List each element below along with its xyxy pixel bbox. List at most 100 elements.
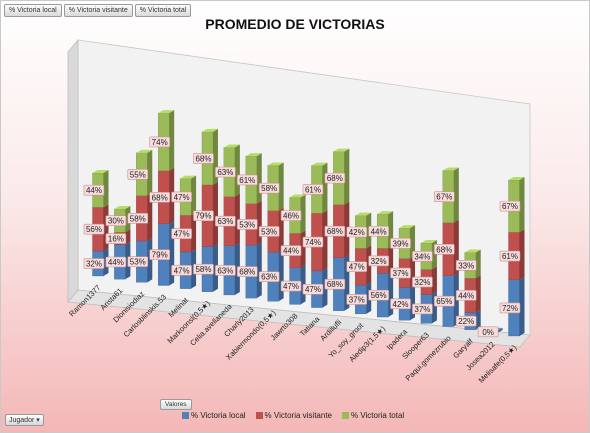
- data-label-text: 55%: [130, 170, 146, 179]
- data-label-2-series-0: 53%: [127, 256, 149, 267]
- bar-side: [475, 309, 481, 330]
- legend-item-visitante: % Victoria visitante: [255, 411, 332, 420]
- data-label-text: 16%: [108, 235, 124, 244]
- legend-swatch-visitante: [255, 412, 263, 419]
- bar-top: [311, 162, 328, 166]
- chart-title: PROMEDIO DE VICTORIAS: [205, 16, 385, 32]
- data-label-5-series-1: 79%: [193, 210, 214, 222]
- data-label-text: 22%: [458, 317, 474, 326]
- data-label-1-series-2: 30%: [105, 215, 127, 226]
- data-label-2-series-2: 55%: [127, 168, 149, 180]
- bar-side: [191, 175, 197, 216]
- data-label-text: 63%: [217, 217, 233, 226]
- data-label-text: 61%: [502, 252, 518, 261]
- field-button-local[interactable]: % Victoria local: [4, 4, 62, 17]
- chart-side-wall: [67, 38, 79, 304]
- data-label-box: [149, 192, 170, 203]
- data-label-box: [83, 223, 105, 235]
- data-label-text: 37%: [414, 305, 430, 314]
- data-label-17-series-2: 33%: [455, 260, 477, 271]
- data-label-14-series-1: 37%: [390, 267, 411, 279]
- data-label-9-series-2: 46%: [280, 210, 302, 221]
- data-label-text: 47%: [305, 285, 321, 294]
- data-label-box: [368, 289, 389, 301]
- bar-side: [125, 229, 131, 245]
- field-button-visitante[interactable]: % Victoria visitante: [63, 4, 133, 17]
- data-label-9-series-0: 47%: [280, 280, 302, 292]
- jugador-filter-dropdown[interactable]: Jugador ▾: [5, 414, 44, 426]
- legend-swatch-local: [182, 412, 189, 419]
- data-label-box: [215, 166, 236, 178]
- data-label-13-series-2: 44%: [368, 225, 389, 237]
- data-label-box: [302, 236, 324, 248]
- bar-top: [442, 167, 459, 171]
- data-label-text: 44%: [371, 227, 387, 236]
- data-label-text: 44%: [86, 186, 102, 195]
- data-label-box: [390, 298, 411, 310]
- data-label-text: 58%: [261, 184, 277, 193]
- bar-side: [453, 167, 459, 223]
- bar-side: [475, 275, 481, 313]
- bar-top: [201, 128, 218, 132]
- bar-top: [245, 153, 262, 157]
- data-label-17-series-1: 44%: [455, 290, 477, 301]
- data-label-8-series-0: 63%: [258, 271, 280, 282]
- data-label-1-series-1: 16%: [105, 233, 127, 244]
- bar-side: [212, 181, 218, 247]
- data-label-box: [302, 283, 324, 295]
- data-label-box: [455, 290, 477, 301]
- chart-floor: [67, 289, 531, 348]
- bar-top: [508, 177, 525, 180]
- data-label-19-series-1: 61%: [499, 250, 521, 262]
- data-label-box: [455, 315, 477, 327]
- data-label-box: [434, 295, 455, 307]
- legend-label-total: % Victoria total: [350, 411, 405, 420]
- bar-top: [377, 211, 394, 215]
- bar-top: [180, 175, 197, 179]
- data-label-box: [149, 249, 170, 260]
- data-label-text: 34%: [414, 252, 430, 261]
- data-label-12-series-0: 37%: [346, 294, 368, 305]
- data-label-text: 56%: [86, 225, 102, 234]
- data-label-4-series-2: 47%: [171, 191, 192, 203]
- field-button-total[interactable]: % Victoria total: [134, 4, 192, 17]
- data-label-text: 47%: [283, 282, 299, 291]
- data-label-text: 44%: [458, 291, 474, 300]
- data-label-box: [236, 174, 258, 186]
- data-label-5-series-0: 58%: [193, 263, 214, 275]
- data-label-text: 74%: [152, 138, 168, 147]
- bar-side: [497, 327, 503, 333]
- bar-top: [355, 212, 372, 216]
- values-button[interactable]: Valores: [160, 399, 192, 410]
- data-label-text: 46%: [283, 212, 299, 221]
- bar-side: [410, 225, 416, 259]
- data-label-15-series-2: 34%: [412, 250, 433, 262]
- bar-side: [388, 245, 394, 274]
- bar-side: [519, 177, 525, 233]
- data-label-11-series-0: 68%: [324, 278, 346, 290]
- data-label-0-series-1: 56%: [83, 223, 105, 235]
- data-label-box: [499, 200, 521, 212]
- data-label-0-series-2: 44%: [83, 184, 105, 196]
- chevron-down-icon: ▾: [36, 417, 40, 424]
- x-tick-label: Paqui.gomezrubio: [404, 334, 453, 383]
- data-label-text: 63%: [217, 168, 233, 177]
- data-label-6-series-2: 63%: [215, 166, 236, 178]
- data-label-box: [215, 215, 236, 227]
- data-label-7-series-1: 53%: [236, 219, 258, 230]
- bar-side: [147, 192, 153, 241]
- data-label-box: [390, 267, 411, 279]
- data-label-box: [127, 168, 149, 180]
- data-label-box: [280, 210, 302, 221]
- bar-top: [158, 110, 175, 114]
- data-label-box: [215, 265, 236, 276]
- data-label-text: 47%: [174, 230, 190, 239]
- data-label-box: [193, 210, 214, 222]
- data-label-text: 61%: [239, 176, 255, 185]
- data-label-1-series-0: 44%: [105, 256, 127, 268]
- data-label-text: 68%: [152, 193, 168, 202]
- data-label-3-series-1: 68%: [149, 192, 170, 203]
- data-label-text: 39%: [393, 239, 409, 248]
- legend-label-visitante: % Victoria visitante: [264, 411, 332, 420]
- data-label-box: [324, 225, 346, 237]
